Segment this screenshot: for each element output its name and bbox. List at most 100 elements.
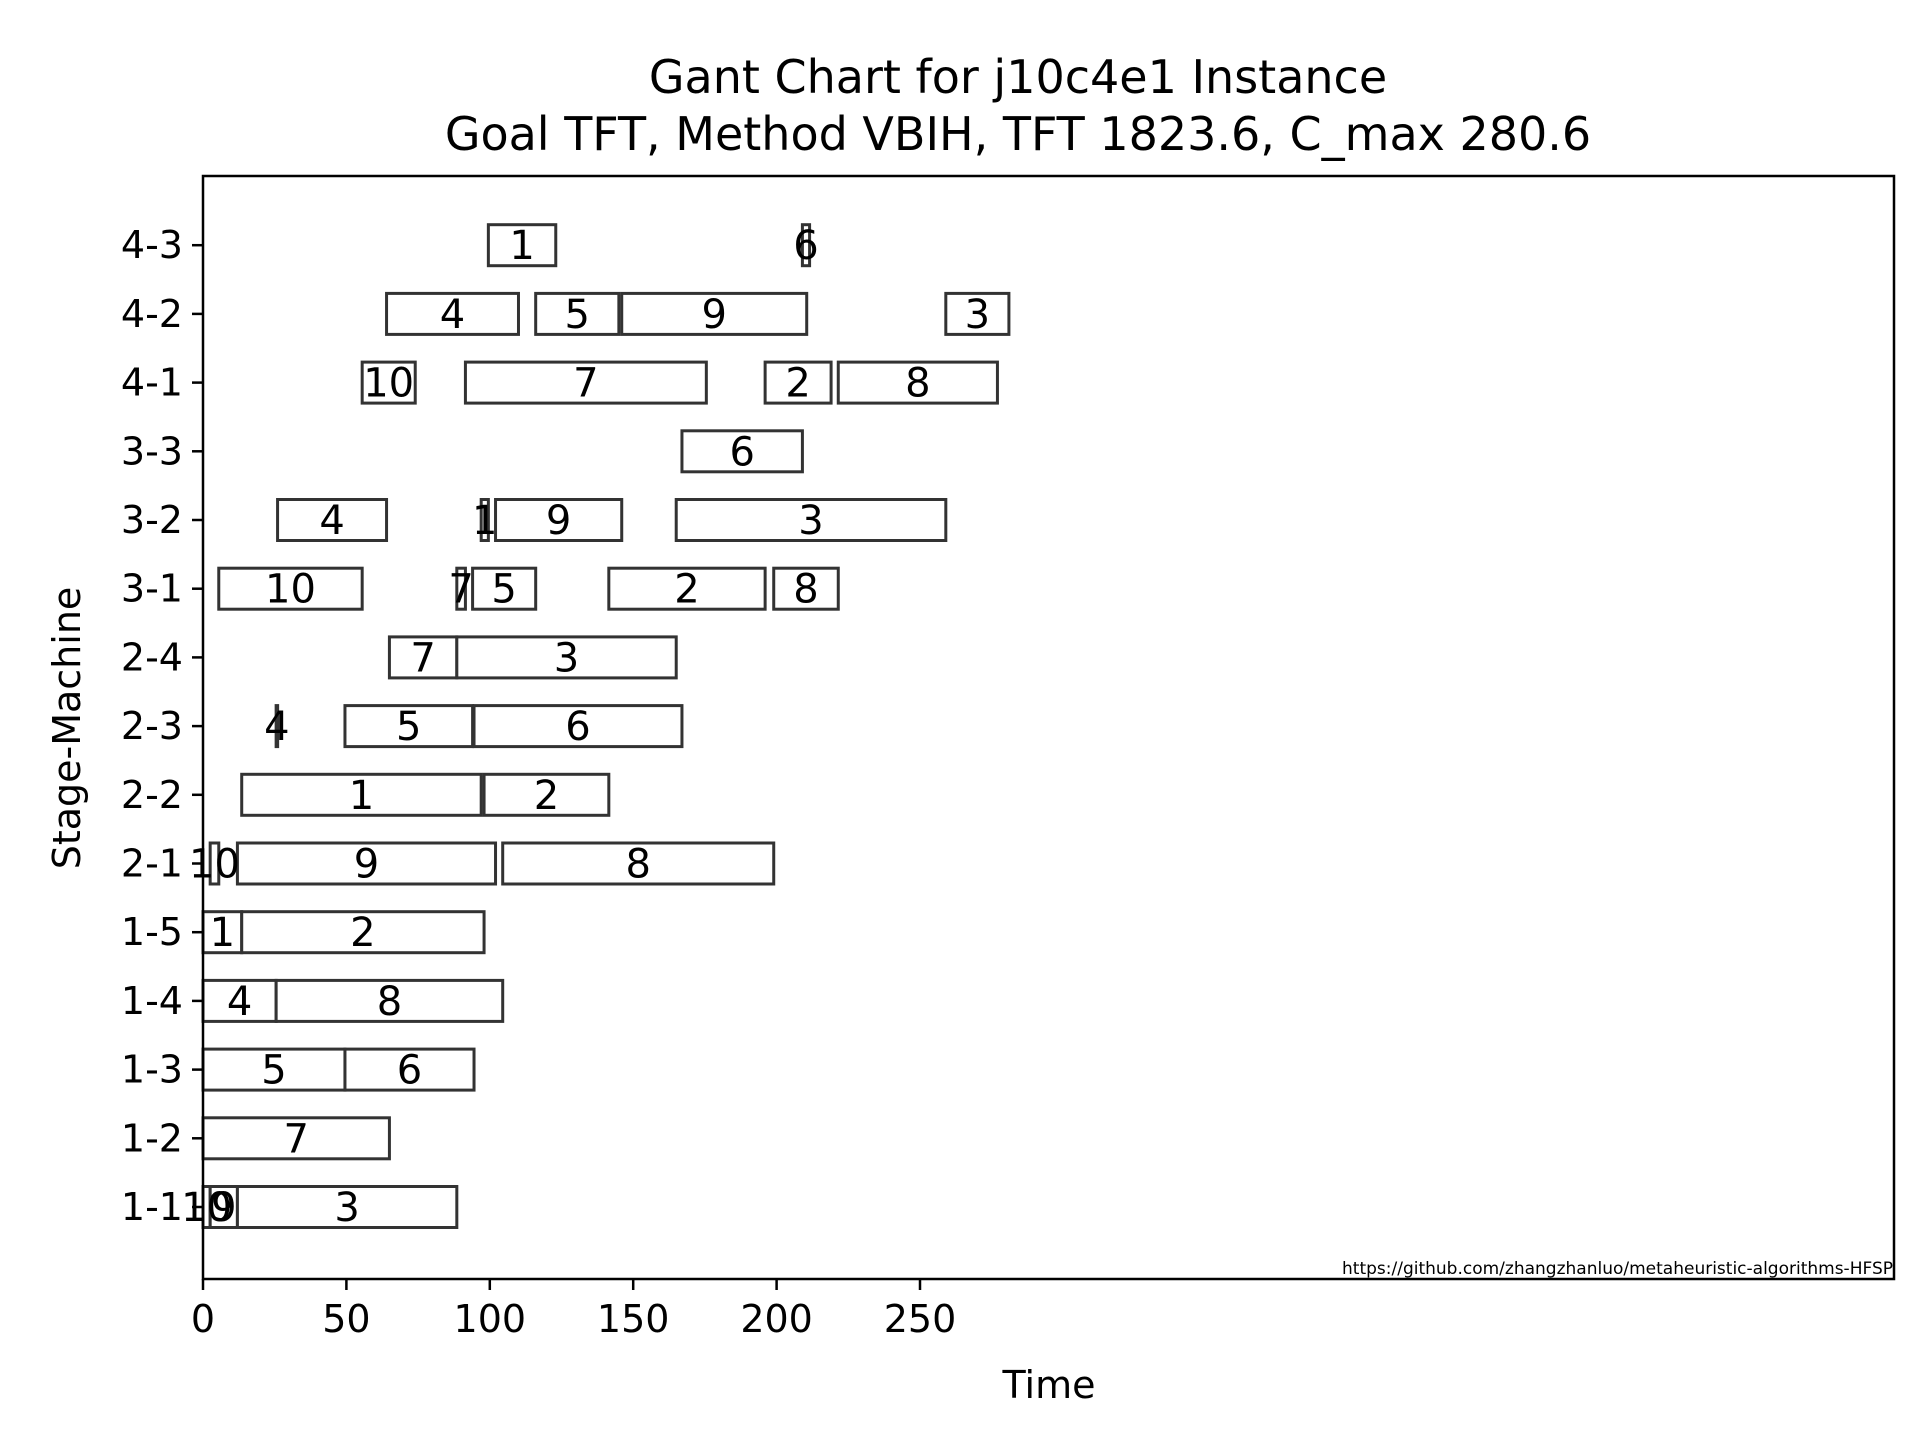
y-tick-label: 1-4	[121, 979, 183, 1023]
y-tick-label: 2-3	[121, 704, 183, 748]
y-tick-label: 3-1	[121, 567, 183, 611]
task-bar	[455, 635, 678, 680]
task-bar	[944, 291, 1011, 336]
y-tick-label: 4-1	[121, 361, 183, 405]
task-bar	[240, 910, 486, 955]
task-bar	[217, 566, 364, 611]
task-bar-label: 4	[264, 704, 289, 750]
task-bar	[343, 1047, 476, 1092]
task-bar	[471, 566, 538, 611]
task-bar-label: 9	[701, 292, 726, 338]
task-bar	[472, 704, 684, 749]
task-bar	[680, 429, 804, 474]
task-bar	[501, 841, 776, 886]
task-bar	[235, 1185, 459, 1229]
task-bar-label: 6	[397, 1048, 422, 1094]
x-tick-label: 50	[322, 1297, 370, 1341]
task-bar	[674, 498, 948, 542]
task-bar-label: 7	[448, 567, 473, 613]
y-tick-label: 3-2	[121, 498, 183, 542]
task-bar-label: 9	[211, 1185, 236, 1231]
task-bar	[360, 360, 417, 405]
task-bar	[240, 772, 483, 817]
task-bar	[772, 566, 840, 611]
task-bar	[274, 704, 280, 749]
task-bar-label: 1	[472, 498, 497, 544]
task-bar-label: 4	[440, 292, 465, 338]
y-tick-label: 1-2	[121, 1116, 183, 1160]
task-bar-label: 2	[785, 361, 810, 407]
x-tick-label: 150	[597, 1297, 670, 1341]
task-bar	[479, 498, 490, 542]
task-bar	[494, 498, 624, 542]
task-bar-label: 7	[573, 361, 598, 407]
chart-title: Gant Chart for j10c4e1 Instance	[649, 50, 1387, 104]
task-bar-label: 10	[181, 1185, 232, 1231]
y-tick-label: 2-4	[121, 635, 183, 679]
y-tick-label: 1-5	[121, 910, 183, 954]
task-bar	[208, 841, 221, 886]
task-bar-label: 7	[283, 1116, 308, 1162]
task-bar-label: 7	[410, 635, 435, 681]
y-axis: 1-1 1-2 1-3 1-4 1-5 2-1 2-2 2-3 2-4 3-1 3-2 3-3 4-1 4…	[121, 223, 203, 1229]
task-bar	[385, 291, 520, 336]
x-tick-label: 200	[740, 1297, 813, 1341]
y-tick-label: 3-3	[121, 429, 183, 473]
x-tick-label: 250	[884, 1297, 957, 1341]
task-bar-label: 8	[625, 842, 650, 888]
task-bar-label: 5	[396, 704, 421, 750]
task-bar	[763, 360, 833, 405]
task-bar-label: 2	[534, 773, 559, 819]
task-bar	[620, 291, 809, 336]
task-bar-label: 5	[565, 292, 590, 338]
task-bar-label: 2	[674, 567, 699, 613]
task-bar-label: 2	[350, 910, 375, 956]
task-bar	[235, 841, 498, 886]
y-tick-label: 1-3	[121, 1048, 183, 1092]
plot-frame	[201, 174, 1896, 1281]
y-tick-label: 1-1	[121, 1185, 183, 1229]
y-tick-label: 4-2	[121, 292, 183, 336]
task-bar	[836, 360, 999, 405]
task-bar	[534, 291, 621, 336]
task-bar	[463, 360, 708, 405]
task-bar-label: 1	[210, 910, 235, 956]
task-bar-label: 1	[349, 773, 374, 819]
task-bar-label: 4	[319, 498, 344, 544]
y-axis-label: Stage-Machine	[45, 587, 89, 870]
task-bar-label: 5	[491, 567, 516, 613]
task-bar	[607, 566, 767, 611]
task-bar-label: 9	[354, 842, 379, 888]
task-bar-label: 1	[509, 223, 534, 269]
task-bar	[486, 223, 558, 268]
task-bar-label: 3	[965, 292, 990, 338]
task-bar-label: 6	[565, 704, 590, 750]
y-tick-label: 4-3	[121, 223, 183, 267]
task-bar-label: 9	[546, 498, 571, 544]
task-bar-label: 10	[265, 567, 316, 613]
y-tick-label: 2-1	[121, 842, 183, 886]
task-bar-label: 5	[261, 1048, 286, 1094]
x-axis-label: Time	[1002, 1363, 1096, 1407]
chart-subtitle: Goal TFT, Method VBIH, TFT 1823.6, C_max…	[445, 107, 1591, 161]
x-axis: 0 50 100 150 200 250	[191, 1279, 956, 1341]
task-bar	[455, 566, 467, 611]
task-bar	[482, 772, 611, 817]
task-bar	[387, 635, 459, 680]
source-credit: https://github.com/zhangzhanluo/metaheur…	[1342, 1259, 1893, 1279]
y-tick-label: 2-2	[121, 773, 183, 817]
task-bar-label: 10	[363, 361, 414, 407]
task-bar-label: 4	[227, 979, 252, 1025]
x-tick-label: 100	[454, 1297, 527, 1341]
task-bar-label: 3	[334, 1185, 359, 1231]
task-bar-label: 8	[905, 361, 930, 407]
task-bar-label: 3	[798, 498, 823, 544]
task-bar-label: 6	[793, 223, 818, 269]
task-bar	[276, 498, 389, 542]
task-bar	[800, 223, 812, 268]
task-bar-label: 8	[377, 979, 402, 1025]
task-bar-label: 8	[793, 567, 818, 613]
task-bar	[274, 978, 505, 1023]
